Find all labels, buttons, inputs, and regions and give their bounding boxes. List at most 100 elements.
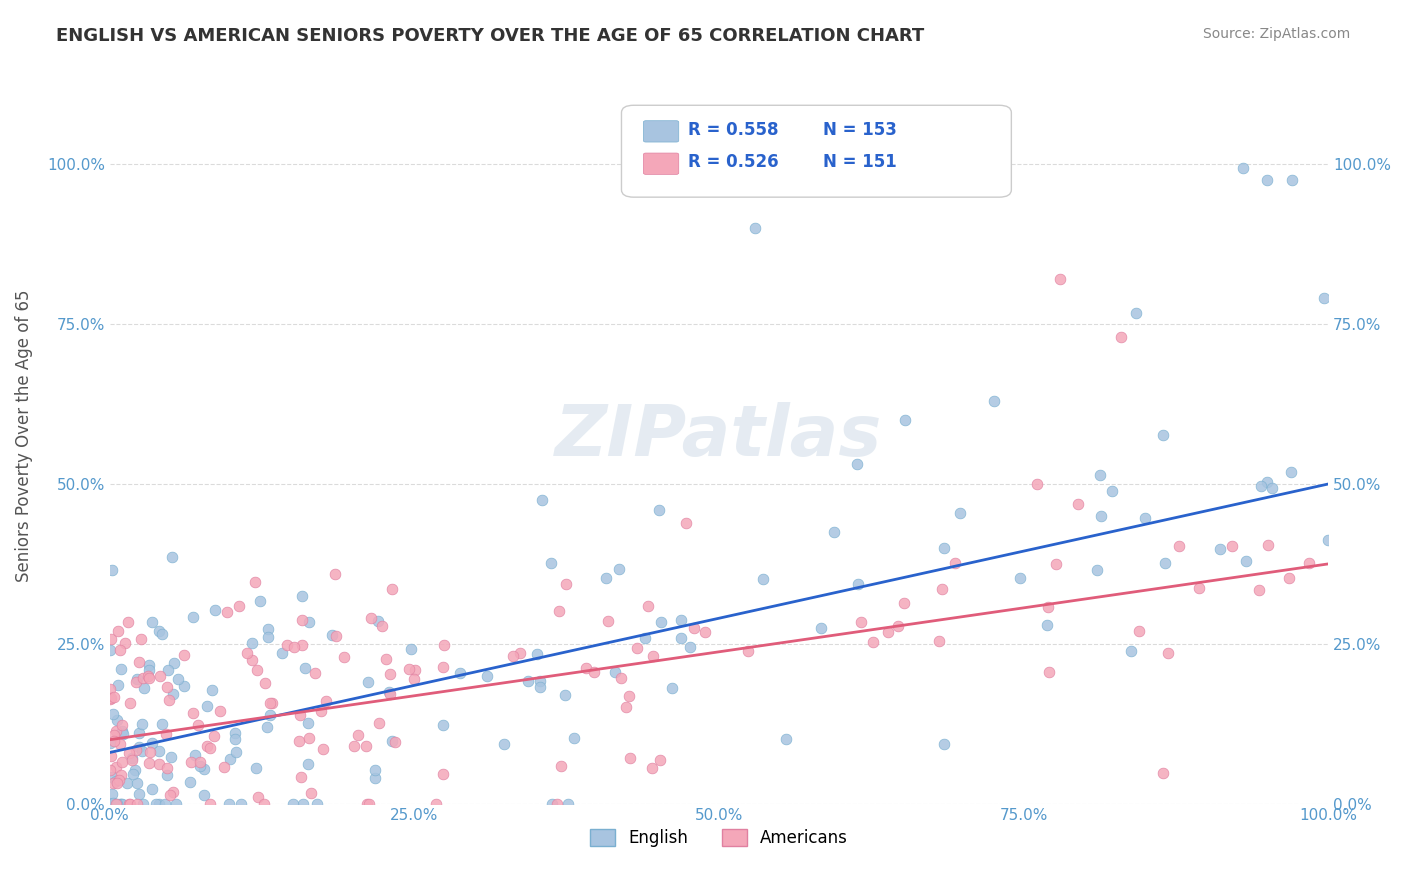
English <box>377 684 399 698</box>
English <box>122 767 145 781</box>
Americans <box>101 776 124 790</box>
Americans <box>375 652 398 666</box>
English <box>98 797 121 811</box>
Americans <box>1220 539 1243 553</box>
Americans <box>246 663 269 677</box>
Americans <box>181 706 204 721</box>
Americans <box>180 756 202 770</box>
Americans <box>683 620 706 634</box>
Americans <box>1298 557 1320 571</box>
Americans <box>546 797 568 811</box>
Americans <box>347 728 370 742</box>
Americans <box>107 624 129 638</box>
Americans <box>614 700 637 714</box>
Americans <box>162 785 184 799</box>
English <box>105 713 128 727</box>
Americans <box>617 690 640 704</box>
Americans <box>157 692 180 706</box>
Americans <box>103 690 125 705</box>
English <box>595 571 617 585</box>
English <box>125 672 148 686</box>
English <box>101 796 124 810</box>
Americans <box>156 761 179 775</box>
English <box>184 748 207 763</box>
Americans <box>198 740 221 755</box>
Americans <box>1109 330 1132 344</box>
Americans <box>433 638 456 652</box>
FancyBboxPatch shape <box>644 153 679 174</box>
English <box>100 770 122 784</box>
Americans <box>1067 497 1090 511</box>
English <box>357 675 380 690</box>
Americans <box>129 632 152 647</box>
Americans <box>236 646 259 660</box>
Text: ZIPatlas: ZIPatlas <box>555 401 883 471</box>
Americans <box>648 753 671 767</box>
English <box>218 797 240 811</box>
English <box>101 707 124 722</box>
English <box>249 594 271 608</box>
Americans <box>103 733 125 747</box>
English <box>173 679 195 693</box>
Americans <box>245 574 267 589</box>
Americans <box>139 745 162 759</box>
English <box>218 752 240 766</box>
Americans <box>675 516 697 530</box>
English <box>141 782 163 797</box>
English <box>823 524 845 539</box>
Americans <box>893 596 915 610</box>
English <box>150 627 173 641</box>
English <box>121 751 143 765</box>
Americans <box>641 761 664 775</box>
English <box>1088 468 1111 483</box>
English <box>893 413 915 427</box>
Americans <box>132 671 155 685</box>
Americans <box>215 605 238 619</box>
English <box>752 572 775 586</box>
Americans <box>354 739 377 753</box>
English <box>101 797 124 811</box>
Americans <box>502 649 524 664</box>
English <box>156 768 179 782</box>
Americans <box>359 797 381 811</box>
English <box>108 797 131 811</box>
Americans <box>128 655 150 669</box>
English <box>167 672 190 686</box>
English <box>530 492 553 507</box>
English <box>292 797 315 811</box>
English <box>1256 172 1278 186</box>
Americans <box>287 734 309 748</box>
English <box>128 740 150 755</box>
English <box>1085 563 1108 577</box>
English <box>669 631 692 645</box>
Americans <box>276 638 298 652</box>
English <box>1035 618 1057 632</box>
Americans <box>356 797 378 811</box>
Americans <box>291 613 314 627</box>
Americans <box>98 691 121 706</box>
Americans <box>107 772 129 787</box>
Americans <box>228 599 250 613</box>
English <box>364 772 387 786</box>
English <box>291 589 314 603</box>
English <box>193 762 215 776</box>
Americans <box>425 797 447 811</box>
Americans <box>849 615 872 629</box>
Americans <box>398 662 420 676</box>
English <box>111 727 134 741</box>
Americans <box>737 643 759 657</box>
Americans <box>509 646 531 660</box>
English <box>257 630 280 644</box>
Americans <box>1049 272 1071 286</box>
English <box>281 797 304 811</box>
Americans <box>98 682 121 697</box>
English <box>110 662 132 676</box>
English <box>231 797 253 811</box>
English <box>1101 484 1123 499</box>
English <box>259 707 281 722</box>
Americans <box>1278 571 1301 585</box>
Americans <box>105 797 128 811</box>
Americans <box>378 666 401 681</box>
English <box>1234 553 1257 567</box>
Americans <box>342 739 364 754</box>
